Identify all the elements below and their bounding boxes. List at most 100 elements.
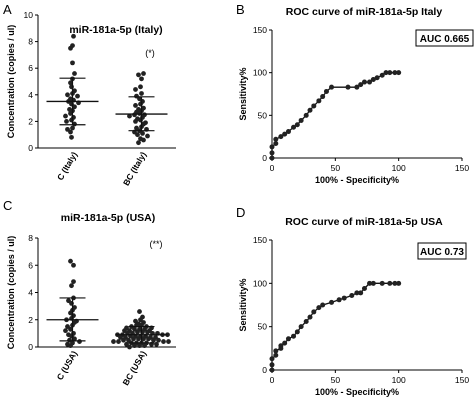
chart-a-significance: (*): [145, 48, 155, 58]
chart-a-y-tick-label: 10: [24, 10, 34, 20]
chart-a-title: miR-181a-5p (Italy): [69, 24, 162, 36]
chart-d-roc-point: [349, 292, 355, 298]
chart-c-point: [116, 339, 121, 344]
chart-a-category-label: BC (Italy): [121, 150, 148, 187]
chart-b-x-tick-label: 0: [270, 163, 275, 173]
chart-a-point: [65, 92, 70, 98]
chart-a-y-tick-label: 8: [28, 37, 33, 47]
chart-a-point: [127, 113, 132, 119]
chart-d-x-tick-label: 150: [455, 375, 469, 385]
chart-b-roc-point: [323, 88, 329, 94]
chart-c-point: [156, 337, 161, 343]
chart-b-auc-label: AUC 0.665: [420, 34, 470, 45]
chart-a-y-tick-label: 0: [28, 143, 33, 153]
chart-a-point: [140, 130, 145, 136]
chart-b-roc-point: [273, 140, 279, 146]
chart-c-category-label: C (USA): [55, 349, 80, 382]
chart-b-roc-point: [383, 70, 389, 76]
chart-c-point: [136, 336, 141, 342]
chart-b-roc-point: [379, 72, 385, 78]
chart-d-roc-point: [303, 318, 309, 324]
chart-b-x-tick-label: 100: [392, 163, 406, 173]
chart-b-y-label: Sensitivity%: [238, 67, 248, 120]
panel-letter-d: D: [236, 205, 245, 220]
chart-b-roc-point: [374, 75, 380, 81]
chart-d-roc-point: [294, 329, 300, 335]
chart-d-roc-point: [278, 343, 284, 349]
chart-c-point: [68, 326, 73, 332]
chart-c-point: [127, 344, 132, 350]
chart-b-roc-point: [307, 107, 313, 113]
chart-b-roc-point: [387, 70, 393, 76]
chart-b-roc-point: [370, 76, 376, 82]
chart-c-point: [68, 343, 73, 349]
chart-d-roc-point: [361, 286, 367, 292]
chart-b-x-label: 100% - Specificity%: [315, 175, 399, 185]
chart-d-auc-box: [417, 242, 467, 260]
chart-c-point: [135, 329, 140, 335]
chart-a-y-tick-label: 6: [28, 63, 33, 73]
chart-a-y-label: Concentration (copies / ul): [6, 25, 16, 139]
chart-d-roc-point: [392, 280, 398, 286]
chart-a-point: [63, 113, 68, 119]
chart-d-auc-label: AUC 0.73: [420, 247, 464, 258]
chart-b-roc-point: [303, 112, 309, 118]
chart-d-x-tick-label: 0: [270, 375, 275, 385]
chart-a-point: [135, 132, 140, 138]
chart-c-point: [63, 328, 68, 334]
chart-d-roc-point: [336, 297, 342, 303]
chart-c-point: [142, 343, 147, 349]
chart-b-x-tick-label: 50: [331, 163, 341, 173]
chart-c-point: [69, 283, 74, 289]
chart-d-roc-point: [396, 280, 402, 286]
chart-b-roc-point: [316, 98, 322, 104]
chart-c-point: [154, 341, 159, 347]
chart-b-roc-point: [298, 117, 304, 123]
chart-d-roc-point: [354, 290, 360, 296]
chart-a-point: [64, 119, 69, 124]
chart-a-point: [70, 60, 75, 66]
chart-d-x-tick-label: 100: [392, 375, 406, 385]
chart-d-roc-point: [379, 280, 385, 286]
chart-b-y-tick-label: 0: [262, 153, 267, 163]
chart-c-point: [166, 339, 171, 344]
chart-a-point: [133, 103, 138, 108]
chart-b-x-tick-label: 150: [455, 163, 469, 173]
chart-a-point: [138, 84, 143, 90]
chart-c-point: [72, 336, 77, 342]
chart-b-y-tick-label: 100: [253, 68, 267, 78]
chart-d-roc-point: [387, 280, 393, 286]
chart-d-roc-line: [271, 282, 399, 370]
chart-d-roc-point: [285, 336, 291, 342]
chart-a-point: [138, 101, 143, 107]
chart-a-y-tick-label: 2: [28, 116, 33, 126]
chart-c-point: [151, 337, 156, 343]
panel-letter-a: A: [3, 2, 12, 17]
chart-d-roc-point: [269, 356, 275, 362]
chart-a-point: [141, 137, 146, 143]
chart-a-point: [136, 72, 141, 78]
chart-b-roc-line: [271, 72, 399, 158]
chart-d-roc-point: [298, 324, 304, 330]
chart-b-roc-point: [294, 122, 300, 128]
chart-c-significance: (**): [150, 239, 163, 249]
chart-d-y-tick-label: 0: [262, 365, 267, 375]
chart-a-point: [69, 117, 74, 123]
chart-a-point: [132, 112, 137, 118]
chart-b-roc-point: [285, 129, 291, 135]
chart-c-y-label: Concentration (copies / ul): [6, 236, 16, 350]
chart-c-y-tick-label: 2: [28, 315, 33, 325]
chart-b-roc-point: [269, 150, 275, 156]
chart-d-y-tick-label: 150: [253, 235, 267, 245]
chart-d-y-label: Sensitivity%: [238, 278, 248, 331]
chart-b-roc-point: [320, 94, 326, 100]
chart-d-roc-point: [311, 309, 317, 315]
chart-a-point: [72, 71, 77, 76]
chart-b-roc-point: [291, 124, 297, 130]
chart-c-point: [145, 329, 150, 335]
chart-d-roc-point: [358, 290, 364, 296]
chart-c-point: [111, 339, 116, 344]
chart-a-point: [138, 117, 143, 123]
chart-d-roc-point: [320, 302, 326, 308]
